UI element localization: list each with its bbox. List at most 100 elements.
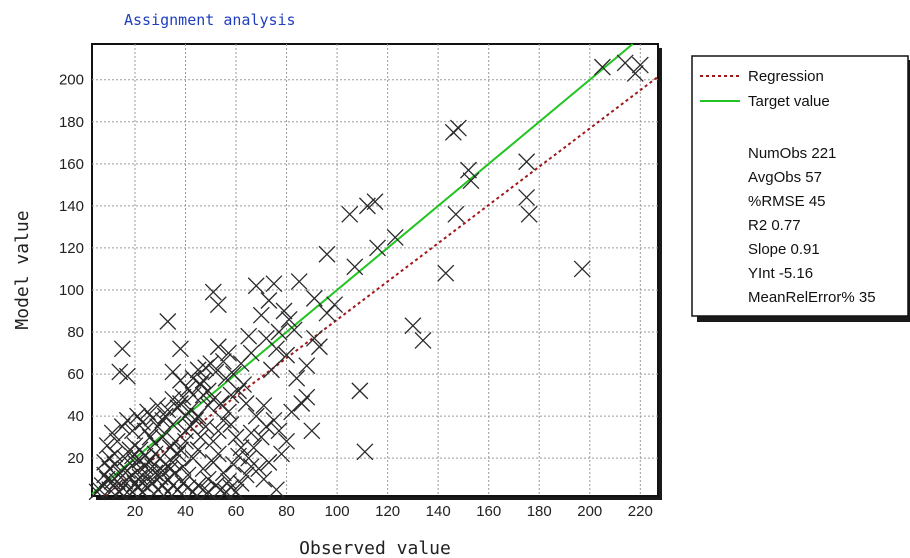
data-point	[209, 338, 227, 356]
stat-numobs: NumObs 221	[748, 145, 836, 162]
data-point	[113, 340, 131, 358]
data-point	[298, 357, 316, 375]
data-point	[305, 329, 323, 347]
y-axis-label: Model value	[12, 210, 33, 329]
data-point	[214, 464, 232, 482]
data-point	[204, 283, 222, 301]
data-point	[260, 453, 278, 471]
stat-rmse: %RMSE 45	[748, 193, 826, 210]
data-point	[250, 460, 268, 478]
data-point	[123, 447, 141, 465]
data-point	[98, 437, 116, 455]
data-point	[460, 161, 477, 179]
data-point	[444, 123, 462, 141]
data-point	[230, 382, 248, 400]
data-point	[111, 464, 129, 482]
data-point	[113, 479, 131, 497]
data-point	[255, 397, 273, 415]
y-tick-label: 100	[59, 282, 84, 299]
stat-avgobs: AvgObs 57	[748, 169, 822, 186]
data-point	[318, 245, 336, 263]
data-point	[204, 390, 222, 408]
data-point	[283, 403, 301, 421]
data-point	[171, 395, 189, 412]
data-point	[273, 445, 290, 463]
data-point	[386, 228, 404, 246]
data-point	[144, 409, 162, 427]
data-point	[179, 380, 197, 398]
data-point	[260, 292, 278, 309]
data-point	[199, 470, 217, 488]
data-point	[288, 369, 306, 387]
data-point	[197, 418, 215, 436]
y-tick-label: 120	[59, 240, 84, 257]
data-point	[270, 323, 288, 341]
legend-target-label: Target value	[748, 93, 830, 110]
data-point	[209, 296, 227, 314]
y-tick-label: 40	[67, 408, 84, 425]
data-point	[177, 432, 194, 450]
data-point	[265, 411, 283, 429]
data-point	[290, 273, 308, 291]
y-tick-label: 180	[59, 114, 84, 131]
data-point	[305, 289, 323, 307]
legend-regression-label: Regression	[748, 68, 824, 85]
data-point	[222, 386, 240, 404]
data-point	[247, 407, 265, 425]
data-point	[214, 411, 232, 429]
data-point	[219, 403, 237, 421]
data-point	[227, 428, 245, 446]
data-point	[161, 439, 179, 457]
x-tick-label: 160	[476, 503, 501, 520]
data-point	[298, 388, 316, 406]
x-tick-label: 20	[127, 503, 144, 520]
data-point	[134, 413, 151, 431]
chart-title: Assignment analysis	[124, 11, 296, 29]
data-point	[106, 479, 124, 497]
regression-line	[103, 75, 659, 497]
data-point	[518, 189, 536, 206]
data-point	[214, 352, 232, 370]
x-tick-label: 80	[278, 503, 295, 520]
data-point	[237, 395, 255, 412]
data-point	[404, 317, 422, 335]
data-point	[171, 340, 189, 358]
data-point	[346, 258, 364, 276]
data-point	[154, 411, 172, 429]
data-point	[149, 397, 167, 415]
data-point	[118, 367, 136, 385]
data-point	[518, 153, 536, 171]
data-point	[232, 474, 250, 492]
data-point	[631, 56, 649, 74]
data-point	[169, 399, 187, 417]
x-tick-label: 180	[527, 503, 552, 520]
data-point	[240, 327, 258, 345]
data-point	[318, 304, 336, 322]
data-point	[96, 453, 114, 471]
data-point	[227, 483, 245, 501]
data-point	[199, 382, 217, 400]
x-tick-label: 40	[177, 503, 194, 520]
y-tick-label: 160	[59, 156, 84, 173]
y-tick-label: 20	[67, 450, 84, 467]
data-point	[171, 441, 189, 459]
data-point	[232, 439, 250, 457]
data-point	[116, 472, 134, 490]
data-point	[204, 432, 222, 450]
x-tick-label: 220	[628, 503, 653, 520]
stat-r2: R2 0.77	[748, 217, 801, 234]
data-point	[303, 422, 321, 440]
data-point	[225, 365, 242, 383]
plot-area	[91, 43, 659, 497]
data-point	[108, 432, 126, 450]
data-point	[96, 466, 114, 484]
axis-ticks: 20 40 60 80 100 120 140 160 180 200 220 20 40 60 80 100…	[59, 72, 653, 520]
data-point	[154, 428, 172, 446]
stat-yint: YInt -5.16	[748, 265, 813, 282]
data-point	[207, 363, 225, 381]
y-tick-label: 60	[67, 366, 84, 383]
x-tick-label: 200	[577, 503, 602, 520]
data-point	[146, 464, 164, 482]
data-point	[262, 361, 280, 379]
